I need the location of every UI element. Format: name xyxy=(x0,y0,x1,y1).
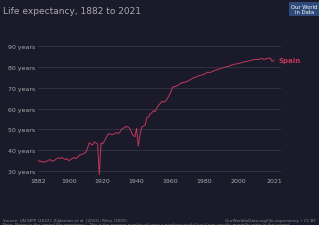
Text: Source: UN WPP (2022); Zijdeman et al. (2015); Riley (2005): Source: UN WPP (2022); Zijdeman et al. (… xyxy=(3,218,127,222)
Text: Our World
in Data: Our World in Data xyxy=(291,4,317,15)
Text: OurWorldInData.org/life-expectancy • CC BY: OurWorldInData.org/life-expectancy • CC … xyxy=(225,218,316,222)
Text: Note: Shown is the 'period life expectancy'. This is the average number of years: Note: Shown is the 'period life expectan… xyxy=(3,222,290,225)
Text: Life expectancy, 1882 to 2021: Life expectancy, 1882 to 2021 xyxy=(3,7,141,16)
Text: Spain: Spain xyxy=(278,58,300,64)
